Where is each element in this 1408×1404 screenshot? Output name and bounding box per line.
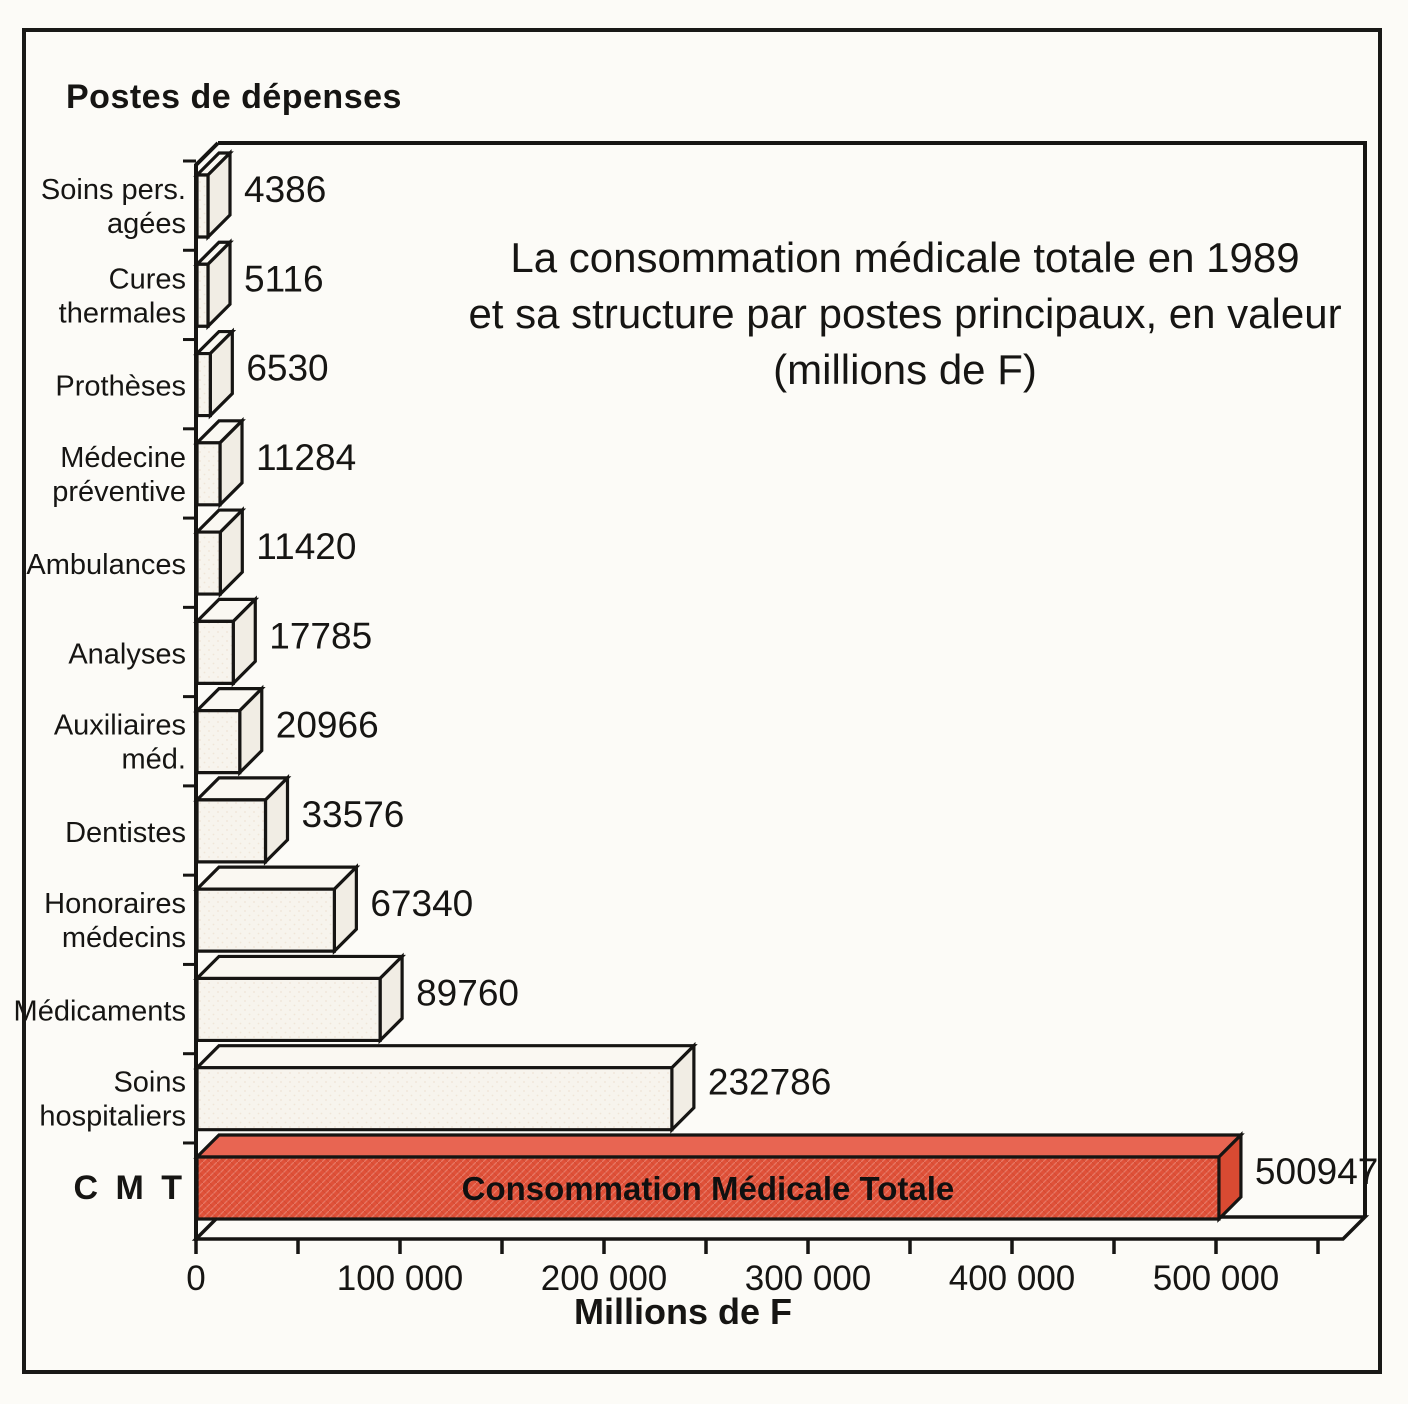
category-label: Ambulances — [26, 549, 186, 581]
category-label-line-2: méd. — [122, 744, 186, 776]
category-label-line-1: Soins — [113, 1067, 186, 1099]
value-label: 20966 — [276, 705, 379, 746]
bar-row-7: Dentistes 33576 — [65, 774, 404, 866]
value-label: 33576 — [301, 794, 404, 835]
x-tick-label: 500 000 — [1153, 1259, 1280, 1298]
category-label-line-1: Soins pers. — [41, 174, 186, 206]
bar-front-face — [195, 976, 382, 1043]
bar-front-face — [195, 351, 212, 418]
category-label-line-1: Cures — [109, 263, 186, 295]
chart-title: La consommation médicale totale en 1989 … — [438, 230, 1372, 398]
category-label-line-2: agées — [107, 208, 186, 240]
bar-row-0: Soins pers.agées 4386 — [41, 149, 326, 241]
bar-front-face — [195, 798, 268, 864]
value-label: 11284 — [256, 437, 356, 478]
category-label: Dentistes — [65, 817, 186, 849]
bar-top-face — [193, 954, 406, 981]
plot-back-wall — [218, 141, 1367, 1217]
bar-row-2: Prothèses 6530 — [55, 327, 329, 420]
category-label-line-1: Honoraires — [44, 888, 186, 920]
y-axis-title: Postes de dépenses — [66, 78, 402, 116]
bar-front-face — [195, 1155, 1221, 1221]
cmt-bar-label: Consommation Médicale Totale — [462, 1170, 955, 1207]
x-tick-label: 0 — [186, 1259, 205, 1298]
value-label: 67340 — [370, 883, 473, 924]
bar-front-face — [195, 1066, 674, 1132]
bar-row-9: Médicaments 89760 — [14, 952, 519, 1045]
value-label: 17785 — [269, 615, 372, 656]
category-label-line-1: Médecine — [60, 442, 186, 474]
category-label-line-2: préventive — [52, 476, 186, 508]
bar-top-face — [193, 1044, 698, 1070]
y-axis — [194, 141, 220, 1241]
category-label: Prothèses — [55, 371, 186, 403]
x-tick-label: 100 000 — [337, 1259, 464, 1298]
value-label: 11420 — [256, 526, 356, 567]
bar-front-face — [195, 619, 235, 685]
bar-front-face — [195, 173, 210, 239]
bar-row-11: C M T 500947 Consommation Médicale Totale — [73, 1131, 1378, 1223]
category-label: Analyses — [68, 638, 186, 670]
x-tick-label: 300 000 — [745, 1259, 872, 1298]
category-label-line-2: hospitaliers — [39, 1101, 186, 1133]
value-label: 89760 — [416, 972, 519, 1013]
bar-top-face — [193, 1133, 1245, 1159]
value-label: 500947 — [1255, 1151, 1378, 1192]
category-label: C M T — [73, 1169, 186, 1207]
x-tick-label: 400 000 — [949, 1259, 1076, 1298]
value-label: 4386 — [244, 169, 326, 210]
value-label: 5116 — [244, 258, 324, 299]
bar-front-face — [195, 887, 336, 953]
category-label-line-2: thermales — [59, 297, 186, 329]
bar-top-face — [193, 865, 361, 891]
x-tick-label: 200 000 — [541, 1259, 668, 1298]
bar-front-face — [195, 709, 242, 775]
bar-row-4: Ambulances 11420 — [26, 506, 356, 598]
chart-title-line-3: (millions de F) — [773, 346, 1037, 393]
category-label: Médicaments — [14, 995, 186, 1027]
chart-title-line-1: La consommation médicale totale en 1989 — [510, 234, 1300, 281]
bar-front-face — [195, 262, 210, 328]
category-label-line-1: Auxiliaires — [54, 710, 186, 742]
chart-title-line-2: et sa structure par postes principaux, e… — [468, 290, 1342, 337]
value-label: 6530 — [246, 348, 328, 389]
value-label: 232786 — [708, 1062, 831, 1103]
category-label-line-2: médecins — [62, 922, 186, 954]
x-axis-title: Millions de F — [573, 1291, 792, 1332]
bar-front-face — [195, 441, 222, 507]
bar-row-5: Analyses 17785 — [68, 595, 372, 688]
bar-front-face — [195, 530, 222, 596]
